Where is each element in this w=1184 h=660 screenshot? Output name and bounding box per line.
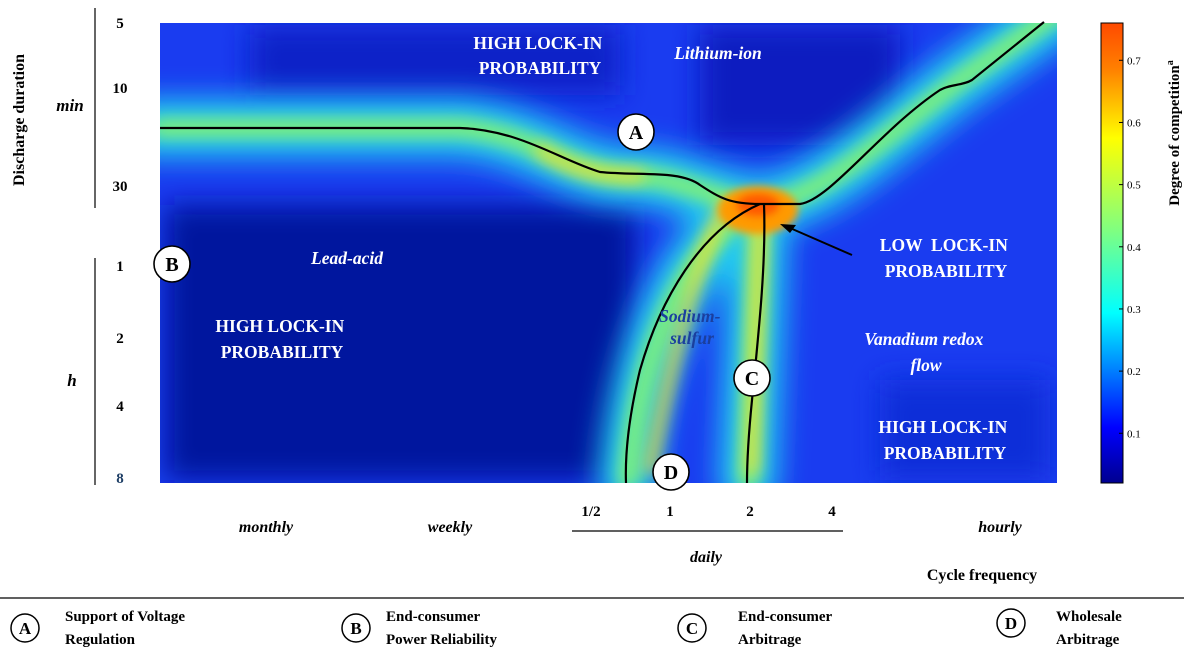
legend-letter: A: [19, 619, 32, 638]
region-label-line: HIGH LOCK-IN: [473, 33, 602, 53]
region-label-sodium-sulfur: Sodium- sulfur: [659, 306, 725, 348]
x-tick-label: weekly: [428, 519, 473, 536]
region-label-line: sulfur: [669, 328, 714, 348]
trajectory-line-a: [160, 126, 761, 206]
marker-c-letter: C: [745, 368, 759, 390]
y-tick-label: 30: [113, 179, 128, 195]
x-group-label: daily: [690, 549, 723, 566]
region-label-line: PROBABILITY: [221, 342, 344, 362]
colorbar: 0.1 0.2 0.3 0.4 0.5 0.6 0.7 Degree of competit…: [1100, 22, 1183, 484]
y-axis: Discharge duration min h 5 10 30 1 2 4 8: [11, 8, 128, 487]
trajectory-line-d: [624, 202, 761, 484]
x-axis-title: Cycle frequency: [927, 567, 1037, 584]
x-tick-label: monthly: [239, 519, 294, 536]
region-label-line: Lithium-ion: [673, 43, 762, 63]
region-label-line: Sodium-: [659, 306, 720, 326]
legend-letter: B: [350, 619, 361, 638]
y-tick-label: 5: [116, 16, 124, 32]
trajectory-lines: [160, 21, 1045, 484]
colorbar-tick-label: 0.6: [1127, 117, 1141, 129]
legend-text: Wholesale: [1056, 609, 1122, 625]
x-tick-label: 4: [828, 504, 836, 520]
x-axis: monthly weekly hourly 1/2 1 2 4 daily Cy…: [239, 504, 1037, 584]
y-tick-label: 4: [116, 399, 124, 415]
legend-text: Power Reliability: [386, 632, 497, 648]
colorbar-tick-label: 0.1: [1127, 428, 1141, 440]
region-label-line: flow: [910, 355, 941, 375]
marker-a: A: [617, 113, 655, 151]
legend-letter: C: [686, 619, 698, 638]
legend-item-b: B End-consumer Power Reliability: [341, 609, 497, 648]
x-tick-label: 2: [746, 504, 754, 520]
marker-c: C: [733, 359, 771, 397]
colorbar-title: Degree of competitiona: [1165, 60, 1183, 206]
colorbar-gradient: [1100, 22, 1124, 484]
colorbar-tick-label: 0.7: [1127, 55, 1141, 67]
region-label-line: PROBABILITY: [884, 443, 1007, 463]
region-label-high-right: HIGH LOCK-IN PROBABILITY: [878, 417, 1011, 463]
legend-item-c: C End-consumer Arbitrage: [677, 609, 833, 648]
region-label-low: LOW LOCK-IN PROBABILITY: [880, 235, 1012, 281]
marker-b-letter: B: [165, 254, 178, 276]
region-label-line: PROBABILITY: [885, 261, 1008, 281]
plot-markers: A B C D: [153, 113, 771, 491]
legend-text: Support of Voltage: [65, 609, 185, 625]
y-tick-label: 10: [113, 81, 128, 97]
colorbar-title-superscript: a: [1165, 60, 1176, 65]
x-tick-label: 1: [666, 504, 674, 520]
y-unit-min: min: [56, 96, 83, 115]
region-label-high-left: HIGH LOCK-IN PROBABILITY: [215, 316, 348, 362]
heatmap-highlights: [535, 145, 765, 475]
y-tick-label: 1: [116, 259, 124, 275]
legend-text: Arbitrage: [1056, 632, 1120, 648]
legend-text: Arbitrage: [738, 632, 802, 648]
colorbar-ticks: 0.1 0.2 0.3 0.4 0.5 0.6 0.7: [1119, 55, 1141, 440]
marker-a-letter: A: [629, 122, 644, 144]
region-labels: HIGH LOCK-IN PROBABILITY Lithium-ion Lea…: [215, 33, 1012, 463]
marker-d: D: [652, 453, 690, 491]
region-label-line: LOW LOCK-IN: [880, 235, 1008, 255]
region-label-line: PROBABILITY: [479, 58, 602, 78]
y-tick-label: 8: [116, 471, 124, 487]
region-label-high-top: HIGH LOCK-IN PROBABILITY: [473, 33, 606, 78]
legend-text: End-consumer: [386, 609, 481, 625]
legend: A Support of Voltage Regulation B End-co…: [10, 608, 1122, 648]
region-label-line: Lead-acid: [310, 248, 383, 268]
region-label-line: Vanadium redox: [864, 329, 983, 349]
colorbar-tick-label: 0.5: [1127, 180, 1141, 192]
y-unit-h: h: [67, 371, 76, 390]
region-label-vanadium: Vanadium redox flow: [864, 329, 988, 375]
heatmap-low-regions: [165, 25, 1050, 480]
legend-text: Regulation: [65, 632, 136, 648]
marker-b: B: [153, 245, 191, 283]
x-tick-label: 1/2: [581, 504, 600, 520]
legend-letter: D: [1005, 614, 1017, 633]
colorbar-tick-label: 0.3: [1127, 304, 1141, 316]
legend-text: End-consumer: [738, 609, 833, 625]
low-lock-in-arrow: [780, 224, 853, 256]
region-label-line: HIGH LOCK-IN: [215, 316, 344, 336]
region-label-line: HIGH LOCK-IN: [878, 417, 1007, 437]
colorbar-tick-label: 0.4: [1127, 242, 1141, 254]
legend-item-d: D Wholesale Arbitrage: [996, 608, 1122, 648]
y-axis-title: Discharge duration: [11, 54, 28, 186]
trajectory-line-upper-right: [760, 21, 1045, 206]
legend-item-a: A Support of Voltage Regulation: [10, 609, 185, 648]
colorbar-tick-label: 0.2: [1127, 366, 1141, 378]
colorbar-title-text: Degree of competition: [1167, 65, 1183, 206]
x-tick-label: hourly: [978, 519, 1022, 536]
y-tick-label: 2: [116, 331, 124, 347]
marker-d-letter: D: [664, 462, 678, 484]
region-label-lead-acid: Lead-acid: [310, 248, 383, 268]
region-label-lithium-ion: Lithium-ion: [673, 43, 762, 63]
